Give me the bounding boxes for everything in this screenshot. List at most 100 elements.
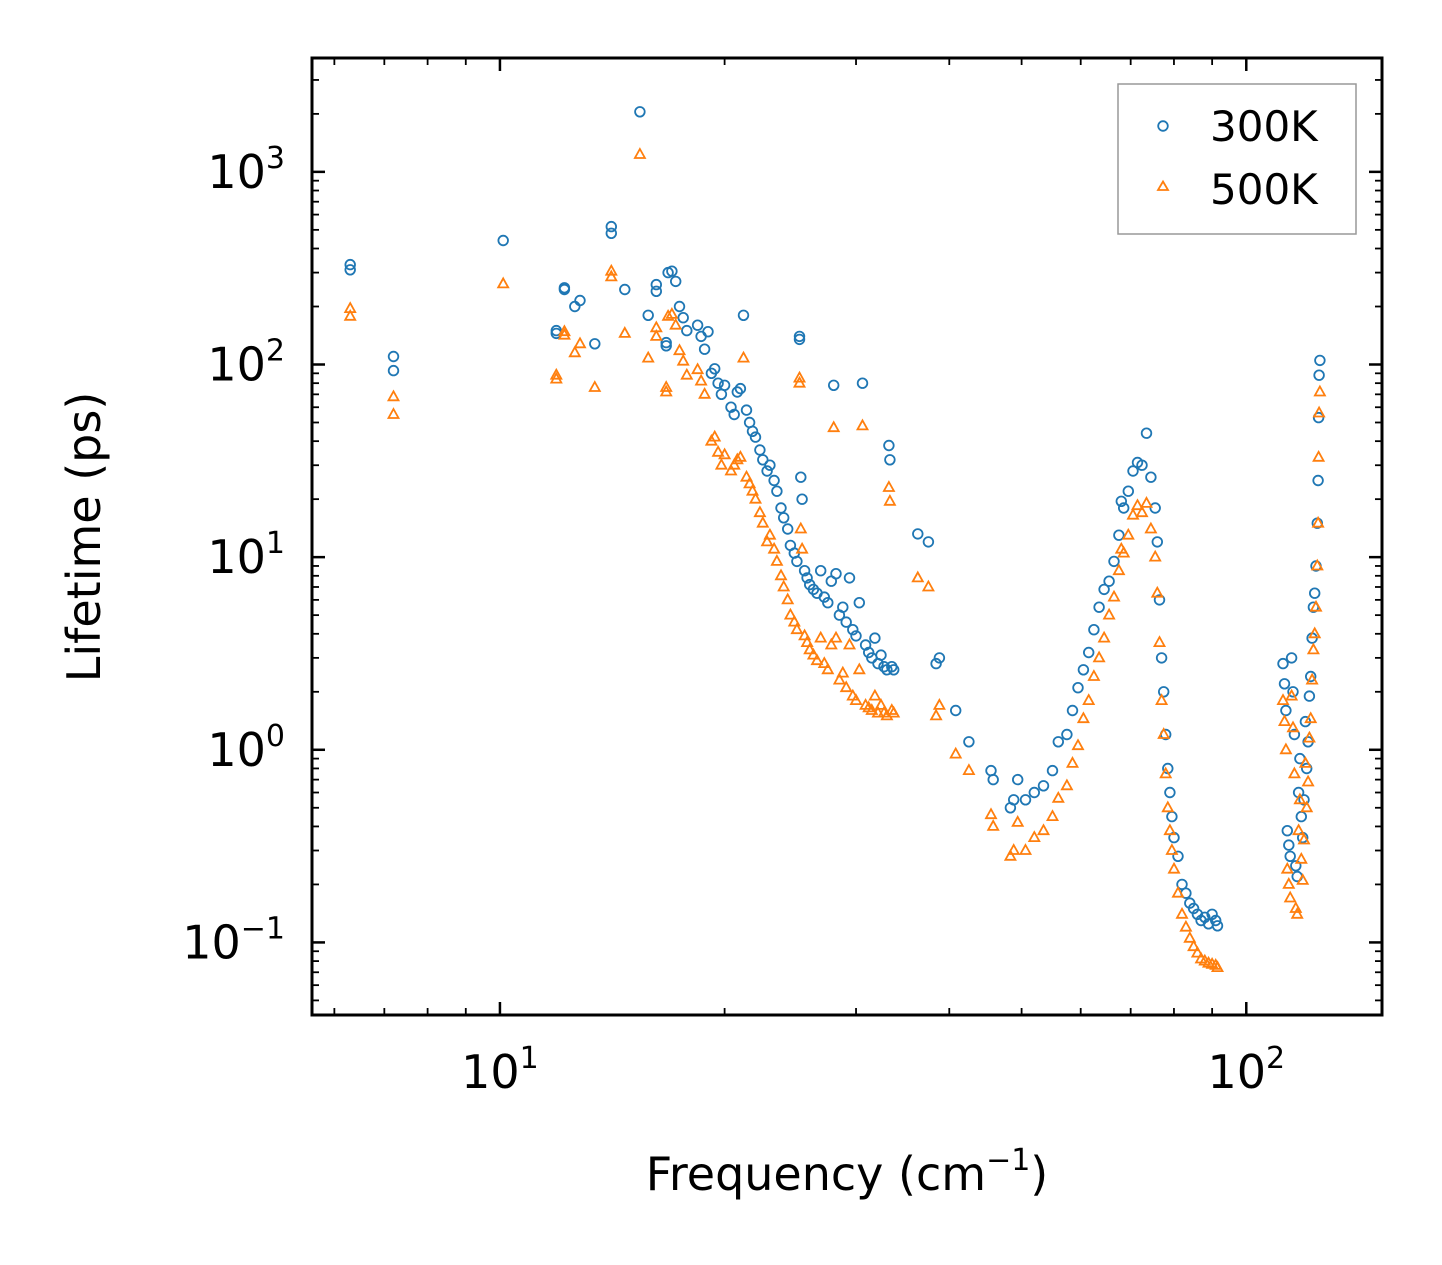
data-point-500K (839, 680, 853, 693)
x-tick-label-exponent: 1 (520, 1041, 539, 1076)
y-tick-label: 102 (207, 334, 285, 392)
data-point-300K (1149, 502, 1161, 514)
data-point-300K (1103, 575, 1115, 587)
data-point-500K (1312, 449, 1326, 462)
data-point-300K (801, 572, 813, 584)
data-point-300K (1206, 908, 1218, 921)
data-point-300K (883, 439, 895, 452)
data-point-300K (822, 597, 834, 609)
data-point-300K (387, 350, 400, 363)
data-point-500K (962, 763, 976, 775)
data-point-500K (821, 662, 835, 675)
data-point-500K (1279, 742, 1293, 755)
data-point-500K (817, 656, 831, 668)
y-tick-label-base: 10 (207, 145, 266, 199)
data-point-500K (1175, 906, 1189, 919)
x-tick-label: 102 (1207, 1041, 1285, 1099)
data-point-500K (832, 672, 846, 685)
data-point-300K (709, 363, 721, 375)
data-point-500K (694, 373, 708, 386)
legend-marker-300k (1157, 120, 1169, 132)
data-point-500K (1183, 930, 1197, 943)
data-point-300K (634, 106, 646, 118)
data-point-500K (986, 819, 1000, 831)
data-point-300K (1172, 850, 1184, 863)
data-point-500K (1305, 672, 1319, 685)
data-point-300K (1061, 728, 1073, 741)
data-point-500K (659, 380, 673, 392)
data-point-500K (1309, 599, 1323, 612)
x-tick-label-base: 10 (1207, 1045, 1266, 1099)
series-500K (343, 147, 1327, 972)
data-point-300K (771, 485, 783, 497)
data-point-500K (1027, 830, 1041, 842)
data-point-500K (1283, 890, 1297, 903)
data-point-500K (1310, 558, 1324, 571)
data-point-500K (932, 698, 946, 710)
data-point-500K (827, 420, 841, 433)
data-point-500K (708, 429, 722, 442)
data-point-500K (795, 541, 809, 554)
data-point-300K (828, 379, 840, 392)
data-point-500K (745, 483, 760, 496)
data-point-300K (670, 275, 682, 288)
data-point-300K (650, 278, 663, 291)
data-point-500K (1144, 521, 1158, 534)
data-point-300K (1300, 762, 1313, 775)
data-point-500K (698, 386, 712, 399)
data-point-300K (888, 664, 900, 676)
data-point-500K (1285, 688, 1299, 701)
data-point-500K (604, 263, 618, 276)
data-point-300K (1153, 594, 1166, 606)
data-point-500K (1112, 563, 1126, 576)
y-tick-label: 10−1 (182, 911, 285, 969)
data-point-500K (1060, 778, 1074, 791)
data-point-300K (1052, 736, 1065, 748)
data-point-500K (1308, 626, 1322, 639)
data-point-300K (1290, 860, 1302, 872)
data-point-300K (1278, 678, 1291, 690)
data-point-500K (921, 579, 935, 592)
data-point-500K (1306, 642, 1320, 655)
data-point-500K (618, 326, 632, 338)
data-point-300K (605, 220, 618, 233)
data-point-300K (1046, 764, 1059, 777)
y-tick-label-exponent: −1 (241, 911, 285, 946)
y-tick-label-exponent: 3 (266, 141, 285, 176)
data-point-300K (933, 652, 946, 664)
data-point-300K (922, 536, 935, 548)
data-point-300K (869, 632, 881, 644)
data-point-500K (714, 457, 728, 470)
data-point-300K (681, 324, 693, 337)
data-point-300K (847, 624, 859, 636)
data-point-300K (1115, 495, 1128, 508)
legend-marker-500k (1156, 179, 1170, 191)
data-point-500K (829, 630, 843, 643)
data-point-500K (1282, 877, 1296, 889)
data-point-300K (878, 661, 890, 673)
data-point-300K (605, 227, 618, 240)
x-axis-label: Frequency (cm−1) (646, 1143, 1049, 1201)
data-point-300K (1037, 780, 1050, 792)
data-point-500K (1102, 607, 1116, 620)
y-tick-label: 100 (207, 719, 285, 777)
data-point-500K (748, 491, 763, 504)
data-point-500K (1302, 730, 1316, 743)
data-point-500K (1007, 843, 1021, 855)
y-tick-label-base: 10 (182, 915, 241, 969)
legend-label-300k: 300K (1210, 102, 1319, 151)
data-point-500K (824, 637, 838, 650)
data-point-500K (1003, 848, 1017, 861)
data-point-500K (1097, 630, 1111, 643)
data-point-500K (887, 705, 901, 718)
data-point-300K (798, 565, 811, 577)
data-point-300K (796, 493, 808, 505)
data-point-300K (731, 386, 744, 398)
data-point-300K (718, 379, 731, 392)
data-point-500K (641, 350, 655, 363)
data-point-500K (343, 308, 357, 321)
data-point-500K (855, 418, 870, 431)
data-point-500K (1276, 693, 1290, 705)
data-point-500K (633, 147, 647, 159)
